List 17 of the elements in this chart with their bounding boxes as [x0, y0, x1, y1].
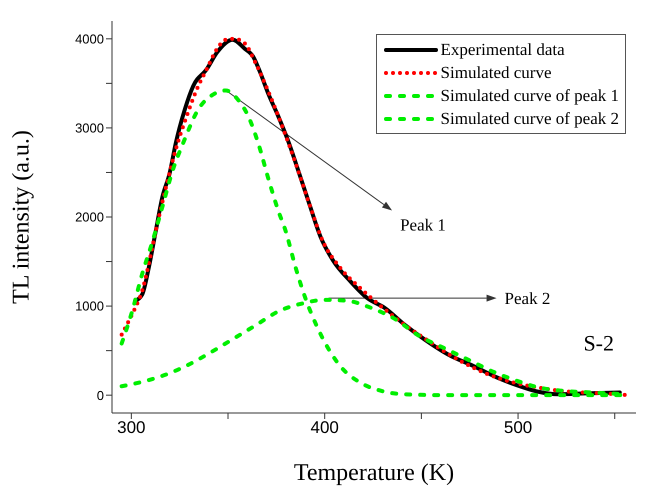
y-tick-label: 2000	[75, 210, 104, 225]
y-tick-label: 4000	[75, 31, 104, 46]
y-tick-label: 3000	[75, 120, 104, 136]
legend-label: Experimental data	[440, 40, 565, 60]
annotation: S-2	[583, 330, 614, 356]
x-axis-title: Temperature (K)	[294, 460, 454, 486]
x-tick-label: 500	[504, 418, 532, 438]
y-axis-title: TL intensity (a.u.)	[8, 130, 35, 304]
y-tick-label: 1000	[75, 298, 104, 314]
x-tick-label: 300	[117, 418, 146, 438]
y-tick-label: 0	[96, 388, 104, 403]
x-tick-label: 400	[310, 418, 339, 438]
legend-label: Simulated curve	[440, 62, 552, 82]
legend-label: Simulated curve of peak 1	[440, 86, 619, 106]
annotation: Peak 1	[400, 215, 446, 234]
legend-label: Simulated curve of peak 2	[440, 108, 619, 128]
annotation: Peak 2	[504, 289, 550, 308]
